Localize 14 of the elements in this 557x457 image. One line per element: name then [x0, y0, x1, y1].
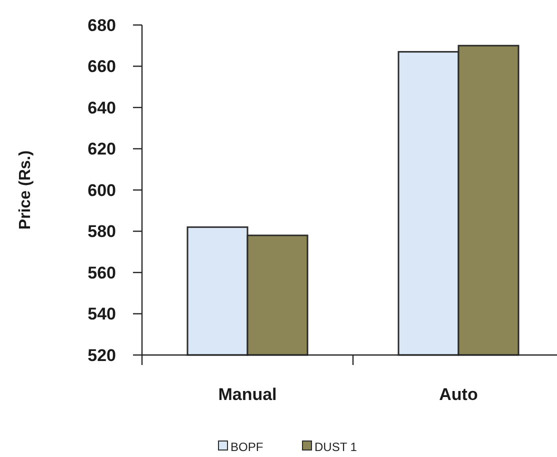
- y-tick-label: 520: [88, 346, 116, 365]
- y-tick-label: 600: [88, 180, 116, 200]
- y-tick-label: 620: [88, 140, 116, 159]
- legend-label: BOPF: [230, 440, 264, 454]
- y-tick-label: 560: [88, 263, 116, 282]
- y-tick-label: 640: [88, 98, 116, 118]
- x-tick-label: Manual: [218, 385, 277, 404]
- y-tick-label: 540: [88, 304, 116, 324]
- legend-label: DUST 1: [314, 440, 358, 454]
- y-tick-label: 580: [88, 222, 116, 242]
- x-tick-label: Auto: [439, 385, 478, 404]
- y-tick-label: 660: [88, 57, 116, 76]
- y-axis-title: Price (Rs.): [17, 150, 34, 230]
- y-tick-label: 680: [88, 16, 116, 35]
